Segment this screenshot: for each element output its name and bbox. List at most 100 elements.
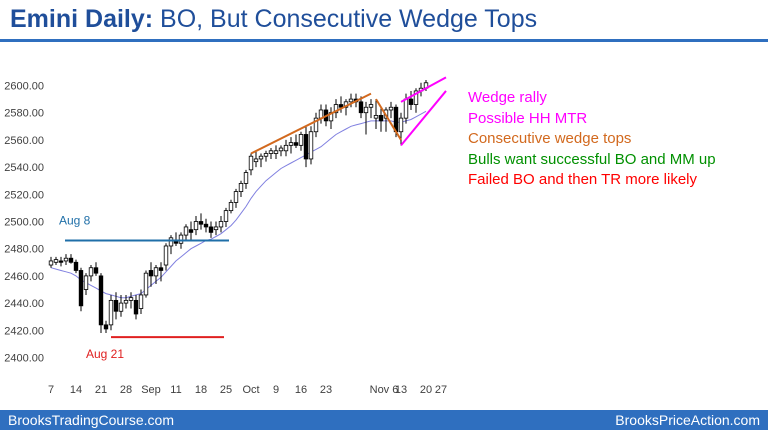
candle-body [183,226,189,236]
x-tick-label: 11 [170,384,181,396]
candle-body [233,191,239,203]
y-tick-label: 2520.00 [4,189,44,201]
candle-body [153,267,159,277]
candle-body [53,259,59,263]
x-tick-label: 20 [420,384,432,396]
candle-body [88,267,94,277]
x-tick-label: 25 [220,384,232,396]
candle-body [63,257,69,262]
candle-body [78,270,84,307]
y-tick-label: 2580.00 [4,108,44,120]
footer-right-link[interactable]: BrooksPriceAction.com [615,412,760,428]
candle-body [258,155,264,160]
candle-body [168,237,174,247]
candle-body [273,150,279,154]
candle-body [218,221,224,228]
candle-body [348,98,354,103]
y-tick-label: 2600.00 [4,81,44,93]
candle-body [148,270,154,277]
candle-body [408,98,414,105]
candle-body [198,221,204,225]
candle-body [263,153,269,157]
candle-body [213,226,219,231]
page-title: Emini Daily: BO, But Consecutive Wedge T… [10,2,537,36]
candle-body [203,223,209,228]
candle-body [313,117,319,133]
y-tick-label: 2500.00 [4,217,44,229]
candle-body [208,226,214,233]
title-rest: BO, But Consecutive Wedge Tops [153,5,538,33]
candle-body [48,260,54,266]
candle-body [283,144,289,152]
candle-body [248,155,254,171]
candle-body [373,115,379,119]
candle-body [193,221,199,231]
candle-body [253,158,259,163]
candle-body [118,302,124,312]
x-tick-label: 7 [48,384,54,396]
note-possible-hh-mtr: Possible HH MTR [468,109,588,127]
candle-body [238,183,244,192]
candle-body [138,294,144,309]
x-tick-label: 23 [320,384,332,396]
candle-body [398,117,404,133]
x-tick-label: Sep [141,384,161,396]
x-tick-label: 27 [435,384,447,396]
candle-body [278,147,284,152]
x-tick-label: 9 [273,384,279,396]
candle-body [158,267,164,271]
title-bold: Emini Daily: [10,5,154,33]
title-underline [0,39,768,42]
y-tick-label: 2400.00 [4,353,44,365]
note-failed-bo: Failed BO and then TR more likely [468,171,697,188]
footer-bar: BrooksTradingCourse.com BrooksPriceActio… [0,410,768,430]
candle-body [268,150,274,154]
y-tick-label: 2560.00 [4,135,44,147]
candle-body [108,299,114,326]
candle-body [368,104,374,108]
x-tick-label: 13 [395,384,407,396]
x-tick-label: Nov 6 [370,384,399,396]
candle-body [103,324,109,330]
candle-body [388,106,394,111]
x-tick-label: Oct [242,384,259,396]
candle-body [163,245,169,266]
candle-body [223,210,229,222]
x-tick-label: 28 [120,384,132,396]
candle-body [333,104,339,114]
candle-body [363,106,369,114]
note-consecutive-wedge-tops: Consecutive wedge tops [468,130,632,147]
candle-body [68,257,74,263]
candle-body [128,297,134,301]
candle-body [123,299,129,304]
wedge-rally-upper-line [400,76,447,103]
wedge-rally-lower-line [400,90,447,146]
candle-body [113,299,119,312]
candle-body [413,90,419,105]
candle-body [288,142,294,146]
candle-body [143,272,149,296]
y-tick-label: 2420.00 [4,325,44,337]
candle-body [403,98,409,119]
candle-body [243,172,249,184]
x-tick-label: 14 [70,384,82,396]
y-tick-label: 2460.00 [4,271,44,283]
candle-body [98,275,104,326]
candle-body [73,261,79,271]
y-tick-label: 2540.00 [4,162,44,174]
y-tick-label: 2440.00 [4,298,44,310]
y-tick-label: 2480.00 [4,244,44,256]
candle-body [378,115,384,122]
note-bulls-want-bo: Bulls want successful BO and MM up [468,150,716,168]
moving-average-line [50,110,427,299]
wedge-top-trendline-1 [250,92,372,155]
candle-body [188,229,194,233]
x-tick-label: 16 [295,384,307,396]
candle-body [178,234,184,244]
candle-body [58,260,64,263]
candle-body [133,299,139,315]
footer-left-link[interactable]: BrooksTradingCourse.com [8,412,174,428]
aug21-label: Aug 21 [86,347,124,361]
candle-body [93,267,99,274]
x-tick-label: 18 [195,384,207,396]
